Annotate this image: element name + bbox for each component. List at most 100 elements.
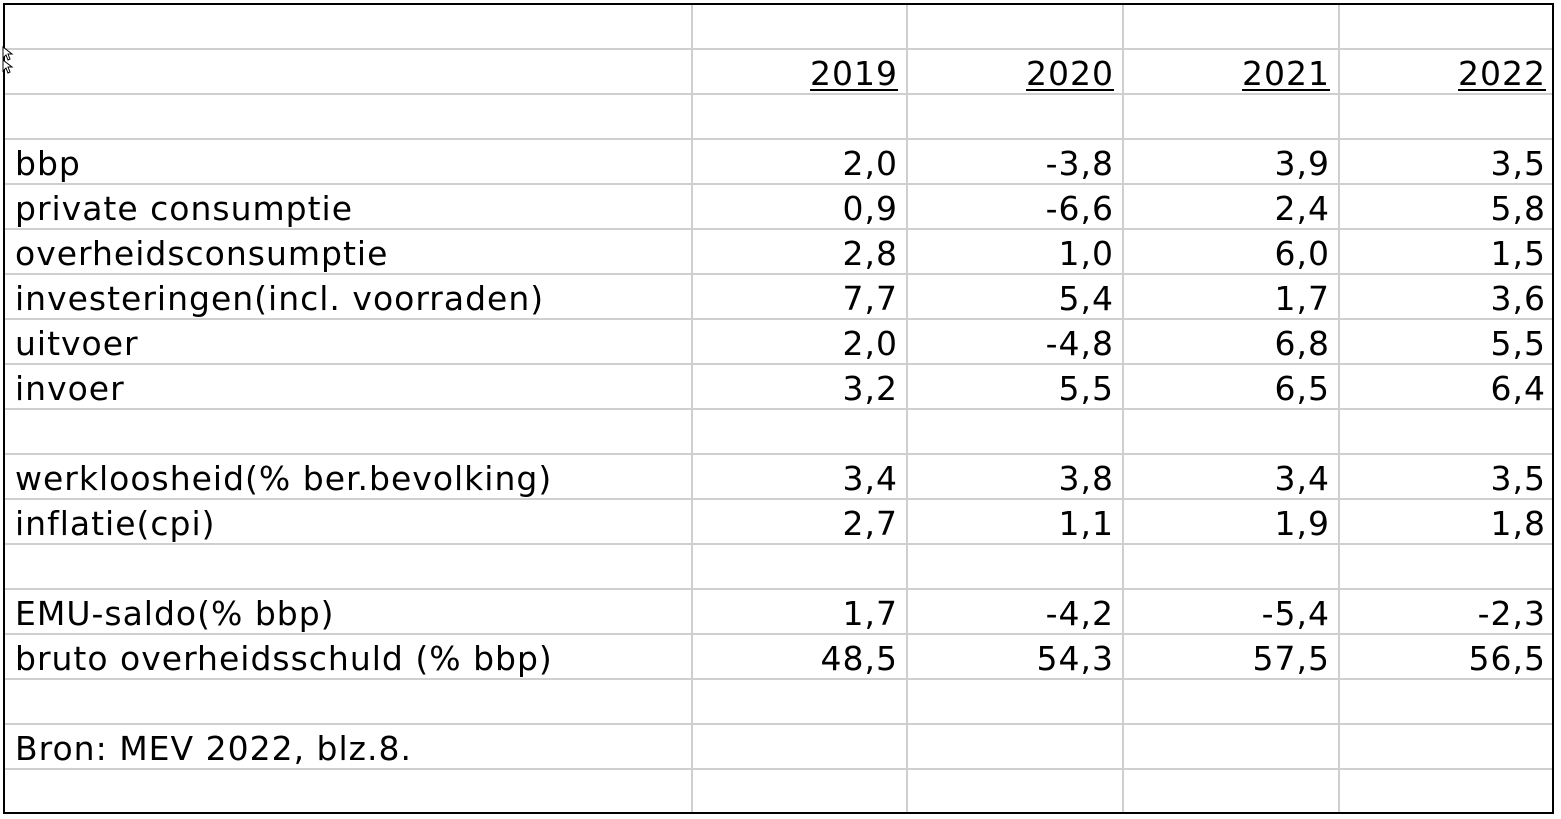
value-cell[interactable]: 5,5 <box>906 363 1124 410</box>
value-cell[interactable]: 57,5 <box>1122 633 1340 680</box>
blank-row <box>5 93 1552 140</box>
value-cell[interactable]: 3,4 <box>691 453 908 500</box>
row-label[interactable]: invoer <box>5 363 693 410</box>
cell[interactable] <box>691 678 908 725</box>
source-note[interactable]: Bron: MEV 2022, blz.8. <box>5 723 693 770</box>
table-row: investeringen(incl. voorraden) 7,7 5,4 1… <box>5 273 1552 320</box>
year-header-2019[interactable]: 2019 <box>691 48 908 95</box>
row-label[interactable]: investeringen(incl. voorraden) <box>5 273 693 320</box>
cell[interactable] <box>5 543 693 590</box>
row-label[interactable]: EMU-saldo(% bbp) <box>5 588 693 635</box>
value-cell[interactable]: 3,5 <box>1338 453 1552 500</box>
cell[interactable] <box>906 408 1124 455</box>
table-row: overheidsconsumptie 2,8 1,0 6,0 1,5 <box>5 228 1552 275</box>
mouse-pointer-icon <box>2 46 14 74</box>
value-cell[interactable]: 6,8 <box>1122 318 1340 365</box>
blank-row <box>5 678 1552 725</box>
cell[interactable] <box>1122 768 1340 812</box>
value-cell[interactable]: 5,8 <box>1338 183 1552 230</box>
table-row: bbp 2,0 -3,8 3,9 3,5 <box>5 138 1552 185</box>
row-label[interactable]: private consumptie <box>5 183 693 230</box>
cell[interactable] <box>1122 543 1340 590</box>
cell[interactable] <box>1122 408 1340 455</box>
value-cell[interactable]: -5,4 <box>1122 588 1340 635</box>
value-cell[interactable]: 1,7 <box>1122 273 1340 320</box>
value-cell[interactable]: 3,8 <box>906 453 1124 500</box>
cell[interactable] <box>1122 678 1340 725</box>
row-label[interactable]: bbp <box>5 138 693 185</box>
table-row: invoer 3,2 5,5 6,5 6,4 <box>5 363 1552 410</box>
value-cell[interactable]: 6,5 <box>1122 363 1340 410</box>
cell[interactable] <box>5 48 693 95</box>
value-cell[interactable]: -6,6 <box>906 183 1124 230</box>
value-cell[interactable]: 1,7 <box>691 588 908 635</box>
value-cell[interactable]: -2,3 <box>1338 588 1552 635</box>
value-cell[interactable]: 1,0 <box>906 228 1124 275</box>
cell[interactable] <box>5 93 693 140</box>
cell[interactable] <box>5 768 693 812</box>
value-cell[interactable]: 0,9 <box>691 183 908 230</box>
cell[interactable] <box>691 543 908 590</box>
year-header-2022[interactable]: 2022 <box>1338 48 1552 95</box>
row-label[interactable]: werkloosheid(% ber.bevolking) <box>5 453 693 500</box>
cell[interactable] <box>1338 768 1552 812</box>
value-cell[interactable]: 3,5 <box>1338 138 1552 185</box>
cell[interactable] <box>691 408 908 455</box>
value-cell[interactable]: 2,8 <box>691 228 908 275</box>
value-cell[interactable]: 2,0 <box>691 138 908 185</box>
value-cell[interactable]: -4,8 <box>906 318 1124 365</box>
cell[interactable] <box>691 723 908 770</box>
value-cell[interactable]: 3,9 <box>1122 138 1340 185</box>
value-cell[interactable]: 54,3 <box>906 633 1124 680</box>
value-cell[interactable]: -3,8 <box>906 138 1124 185</box>
cell[interactable] <box>691 5 908 50</box>
table-row: inflatie(cpi) 2,7 1,1 1,9 1,8 <box>5 498 1552 545</box>
value-cell[interactable]: 5,5 <box>1338 318 1552 365</box>
cell[interactable] <box>1122 723 1340 770</box>
cell[interactable] <box>1338 93 1552 140</box>
cell[interactable] <box>5 5 693 50</box>
cell[interactable] <box>906 723 1124 770</box>
year-header-2020[interactable]: 2020 <box>906 48 1124 95</box>
row-label[interactable]: inflatie(cpi) <box>5 498 693 545</box>
value-cell[interactable]: 6,4 <box>1338 363 1552 410</box>
cell[interactable] <box>691 768 908 812</box>
cell[interactable] <box>1122 93 1340 140</box>
value-cell[interactable]: 3,4 <box>1122 453 1340 500</box>
blank-row <box>5 768 1552 812</box>
cell[interactable] <box>691 93 908 140</box>
cell[interactable] <box>5 678 693 725</box>
cell[interactable] <box>1338 408 1552 455</box>
value-cell[interactable]: 56,5 <box>1338 633 1552 680</box>
value-cell[interactable]: 48,5 <box>691 633 908 680</box>
cell[interactable] <box>906 93 1124 140</box>
cell[interactable] <box>5 408 693 455</box>
value-cell[interactable]: 6,0 <box>1122 228 1340 275</box>
value-cell[interactable]: 2,0 <box>691 318 908 365</box>
cell[interactable] <box>906 678 1124 725</box>
value-cell[interactable]: 1,9 <box>1122 498 1340 545</box>
row-label[interactable]: bruto overheidsschuld (% bbp) <box>5 633 693 680</box>
cell[interactable] <box>1122 5 1340 50</box>
value-cell[interactable]: 2,4 <box>1122 183 1340 230</box>
cell[interactable] <box>906 5 1124 50</box>
value-cell[interactable]: 1,5 <box>1338 228 1552 275</box>
table-row: uitvoer 2,0 -4,8 6,8 5,5 <box>5 318 1552 365</box>
value-cell[interactable]: 3,2 <box>691 363 908 410</box>
cell[interactable] <box>906 543 1124 590</box>
value-cell[interactable]: -4,2 <box>906 588 1124 635</box>
value-cell[interactable]: 3,6 <box>1338 273 1552 320</box>
value-cell[interactable]: 5,4 <box>906 273 1124 320</box>
row-label[interactable]: overheidsconsumptie <box>5 228 693 275</box>
value-cell[interactable]: 2,7 <box>691 498 908 545</box>
row-label[interactable]: uitvoer <box>5 318 693 365</box>
cell[interactable] <box>1338 543 1552 590</box>
cell[interactable] <box>1338 723 1552 770</box>
cell[interactable] <box>906 768 1124 812</box>
value-cell[interactable]: 7,7 <box>691 273 908 320</box>
value-cell[interactable]: 1,8 <box>1338 498 1552 545</box>
value-cell[interactable]: 1,1 <box>906 498 1124 545</box>
cell[interactable] <box>1338 678 1552 725</box>
year-header-2021[interactable]: 2021 <box>1122 48 1340 95</box>
cell[interactable] <box>1338 5 1552 50</box>
